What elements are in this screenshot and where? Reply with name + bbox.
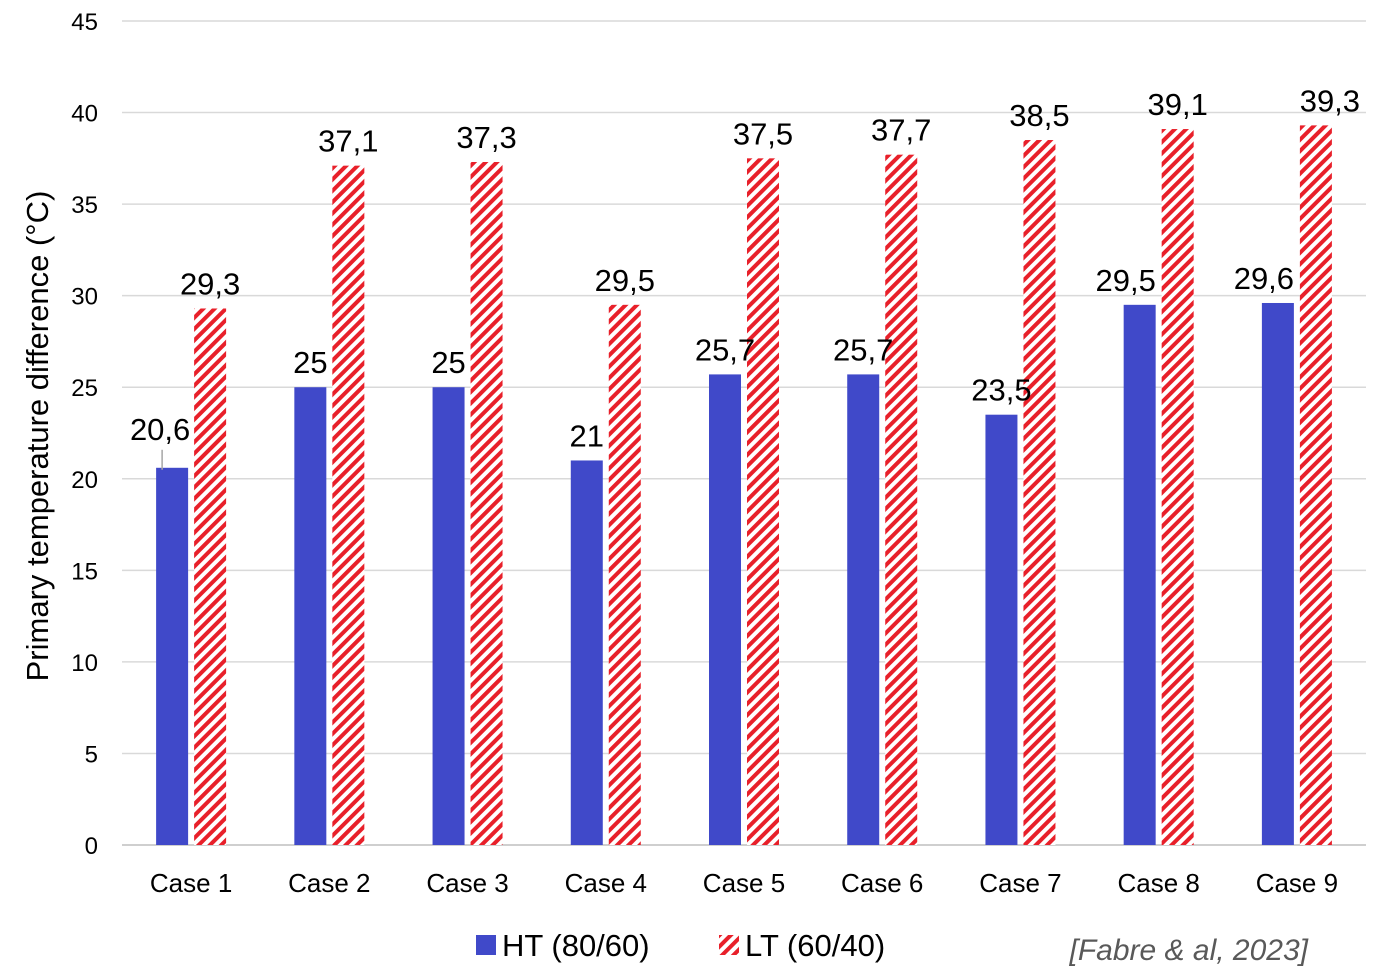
x-tick-label: Case 3 xyxy=(426,868,508,898)
data-label-lt: 37,5 xyxy=(733,116,793,151)
y-axis-title: Primary temperature difference (°C) xyxy=(20,191,55,682)
bar-lt xyxy=(608,304,641,845)
bar-lt xyxy=(1299,125,1332,845)
data-label-ht: 23,5 xyxy=(971,373,1031,408)
source-citation: [Fabre & al, 2023] xyxy=(1069,934,1309,967)
y-tick-label: 20 xyxy=(71,467,98,494)
y-tick-label: 30 xyxy=(71,284,98,311)
y-tick-label: 25 xyxy=(71,375,98,402)
data-label-ht: 25 xyxy=(431,345,465,380)
bar-ht xyxy=(1123,304,1156,845)
bar-lt xyxy=(1023,140,1056,845)
data-label-ht: 20,6 xyxy=(130,412,190,447)
legend-label-ht: HT (80/60) xyxy=(502,928,650,963)
bar-ht xyxy=(432,387,465,845)
y-tick-label: 40 xyxy=(71,101,98,128)
bars xyxy=(156,125,1332,846)
y-tick-label: 45 xyxy=(71,9,98,36)
bar-ht xyxy=(156,467,189,845)
bar-lt xyxy=(747,158,779,846)
x-tick-label: Case 4 xyxy=(565,868,647,898)
data-label-lt: 38,5 xyxy=(1009,98,1069,133)
x-tick-label: Case 7 xyxy=(979,868,1061,898)
data-label-lt: 39,3 xyxy=(1300,83,1360,118)
legend-swatch-lt xyxy=(719,935,739,955)
y-tick-label: 0 xyxy=(85,833,98,860)
data-label-lt: 37,7 xyxy=(871,113,931,148)
data-label-lt: 37,1 xyxy=(318,124,378,159)
x-tick-label: Case 8 xyxy=(1117,868,1199,898)
y-axis-ticks: 0 5 10 15 20 25 30 35 40 45 xyxy=(71,9,98,860)
data-labels: 20,6 29,3 25 37,1 25 37,3 21 29,5 25,7 37,5 25,7 37… xyxy=(130,83,1360,470)
data-label-lt: 39,1 xyxy=(1147,87,1207,122)
bar-ht xyxy=(985,414,1018,845)
legend-swatch-ht xyxy=(476,935,496,955)
x-tick-label: Case 6 xyxy=(841,868,923,898)
legend: HT (80/60) LT (60/40) xyxy=(476,928,885,963)
data-label-lt: 29,5 xyxy=(595,263,655,298)
x-tick-label: Case 1 xyxy=(150,868,232,898)
bar-lt xyxy=(1161,129,1194,846)
data-label-ht: 25 xyxy=(293,345,327,380)
data-label-ht: 21 xyxy=(570,418,604,453)
data-label-ht: 25,7 xyxy=(695,332,755,367)
data-label-ht: 25,7 xyxy=(833,332,893,367)
legend-label-lt: LT (60/40) xyxy=(745,928,885,963)
x-tick-label: Case 5 xyxy=(703,868,785,898)
x-tick-label: Case 2 xyxy=(288,868,370,898)
bar-ht xyxy=(709,374,741,845)
y-tick-label: 15 xyxy=(71,558,98,585)
data-label-ht: 29,6 xyxy=(1234,261,1294,296)
x-tick-label: Case 9 xyxy=(1256,868,1338,898)
y-tick-label: 10 xyxy=(71,650,98,677)
bar-lt xyxy=(470,161,503,846)
bar-lt xyxy=(194,308,227,845)
bar-ht xyxy=(570,460,603,845)
data-label-lt: 37,3 xyxy=(456,120,516,155)
x-axis-category-labels: Case 1 Case 2 Case 3 Case 4 Case 5 Case 6 Case… xyxy=(150,868,1338,898)
bar-ht xyxy=(294,387,327,845)
y-tick-label: 5 xyxy=(85,741,98,768)
data-label-lt: 29,3 xyxy=(180,266,240,301)
bar-lt xyxy=(885,154,918,845)
data-label-ht: 29,5 xyxy=(1095,263,1155,298)
bar-lt xyxy=(332,165,365,845)
bar-ht xyxy=(847,374,880,845)
y-tick-label: 35 xyxy=(71,192,98,219)
bar-ht xyxy=(1261,302,1294,846)
gridlines xyxy=(122,20,1366,755)
